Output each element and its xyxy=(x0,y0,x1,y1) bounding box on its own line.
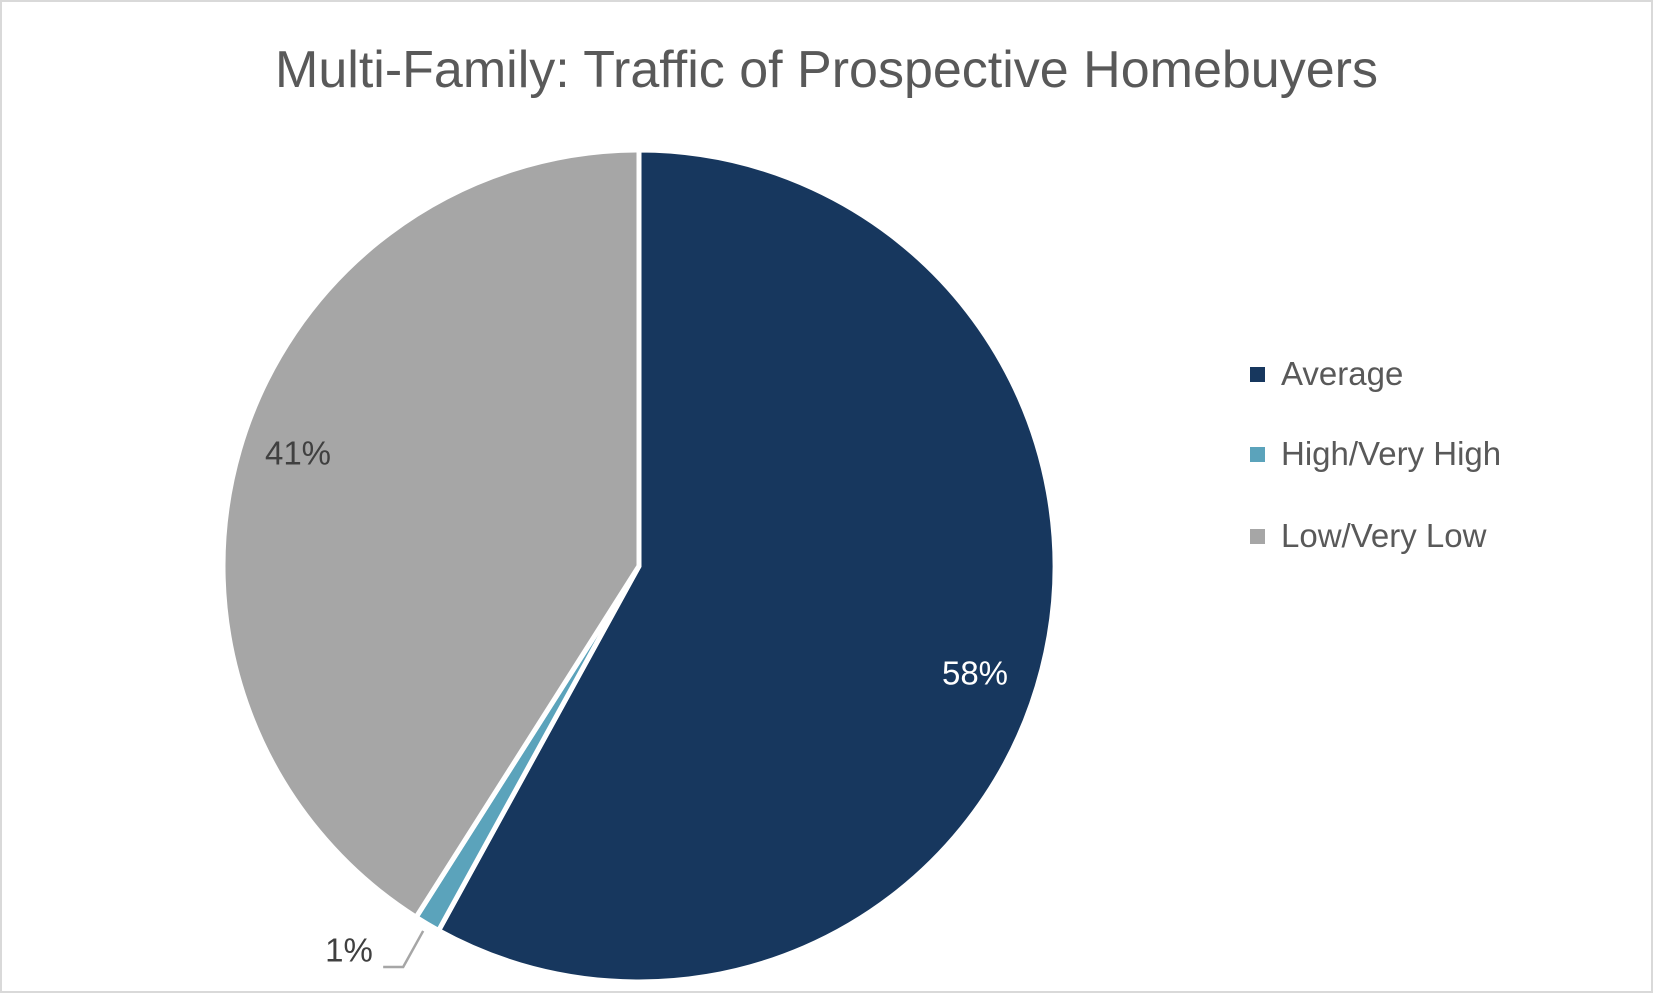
legend-swatch xyxy=(1250,528,1265,544)
chart-title: Multi-Family: Traffic of Prospective Hom… xyxy=(275,41,1378,99)
legend-item: High/Very High xyxy=(1250,435,1501,473)
data-label: 41% xyxy=(265,435,331,472)
legend-label: Low/Very Low xyxy=(1281,517,1487,554)
legend-item: Low/Very Low xyxy=(1250,517,1486,555)
data-label: 1% xyxy=(325,932,373,969)
legend-label: High/Very High xyxy=(1281,435,1502,472)
legend-item: Average xyxy=(1250,355,1403,393)
legend-label: Average xyxy=(1281,355,1404,392)
legend-swatch xyxy=(1250,366,1265,382)
pie-slice-average xyxy=(436,147,1058,985)
pie-slice-low-very-low xyxy=(220,147,642,920)
leader-line xyxy=(383,930,425,969)
legend-swatch xyxy=(1250,446,1265,462)
data-label: 58% xyxy=(942,655,1008,692)
